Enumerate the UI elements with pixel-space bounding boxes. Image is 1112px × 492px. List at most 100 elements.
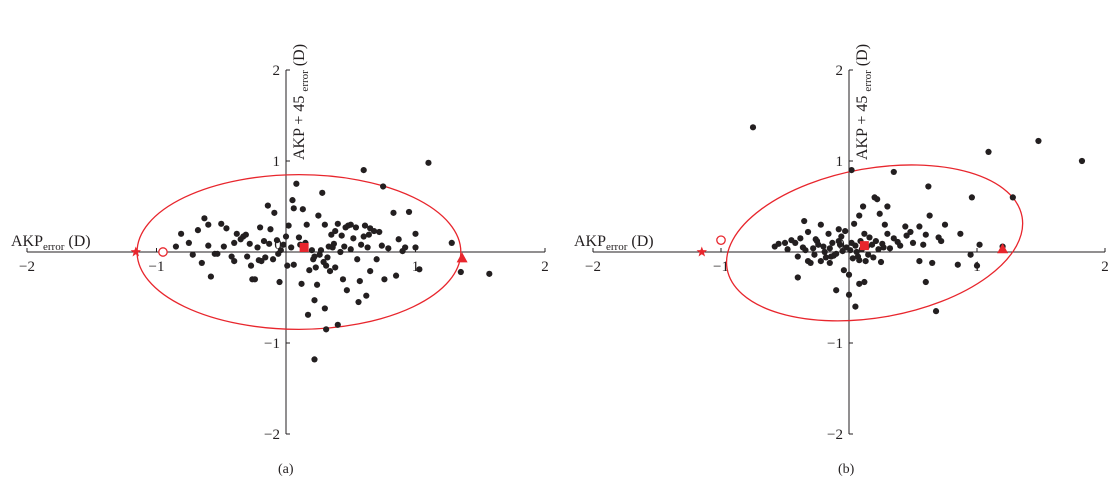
data-point	[909, 239, 917, 246]
data-point	[365, 231, 372, 238]
data-point	[817, 221, 824, 228]
data-point	[877, 258, 885, 266]
data-point	[345, 222, 352, 229]
data-point	[412, 244, 419, 251]
data-point	[332, 264, 339, 271]
square-marker	[299, 242, 309, 252]
data-point	[277, 247, 284, 254]
data-point	[916, 223, 923, 230]
data-point	[925, 183, 932, 190]
data-point	[198, 259, 205, 267]
data-point	[231, 258, 238, 265]
data-point	[267, 226, 274, 233]
data-point	[973, 262, 981, 269]
data-point	[861, 278, 868, 286]
data-point	[851, 220, 858, 227]
y-tick-label: −1	[827, 336, 843, 352]
data-point	[373, 256, 380, 263]
data-point	[311, 297, 318, 304]
star-marker	[130, 246, 142, 257]
x-tick-label: 2	[541, 259, 549, 275]
data-point	[897, 242, 904, 249]
data-point	[361, 222, 369, 229]
data-point	[214, 250, 221, 257]
data-point	[804, 258, 812, 265]
data-point	[326, 268, 334, 275]
data-point	[262, 254, 269, 261]
data-point	[231, 239, 238, 246]
data-point	[308, 247, 315, 254]
open-circle-marker	[716, 235, 726, 246]
panel-b-label: (b)	[838, 462, 855, 477]
data-point	[792, 239, 799, 246]
data-point	[876, 210, 883, 217]
data-point	[266, 240, 273, 247]
data-point	[311, 253, 318, 260]
data-point	[295, 234, 303, 241]
data-point	[290, 205, 297, 212]
y-tick-label: 1	[836, 154, 844, 170]
data-point	[381, 276, 388, 283]
data-point	[334, 321, 341, 328]
data-point	[298, 280, 305, 287]
data-point	[797, 235, 804, 242]
confidence-ellipse	[725, 164, 1024, 322]
data-point	[932, 308, 940, 315]
y-tick-label: −2	[264, 427, 280, 443]
data-point	[941, 221, 949, 228]
data-point	[412, 230, 419, 237]
data-point	[810, 245, 817, 252]
data-point	[337, 248, 344, 256]
data-point	[354, 256, 361, 263]
data-point	[303, 221, 310, 228]
data-point	[233, 230, 240, 237]
data-point	[794, 274, 801, 281]
data-point	[935, 234, 942, 241]
data-point	[845, 291, 853, 298]
data-point	[845, 271, 853, 278]
data-point	[817, 258, 824, 265]
data-point	[839, 247, 846, 255]
data-point	[852, 303, 859, 310]
data-point	[833, 287, 840, 294]
data-point	[840, 267, 847, 274]
data-point	[289, 197, 296, 204]
data-point	[319, 189, 326, 196]
data-point	[826, 259, 833, 267]
data-point	[363, 292, 370, 299]
y-tick-label: 1	[273, 154, 281, 170]
data-point	[317, 247, 325, 254]
data-point	[392, 272, 400, 279]
data-point	[874, 196, 881, 203]
y-tick-label: −1	[264, 336, 280, 352]
data-point	[820, 243, 827, 250]
data-point	[257, 224, 264, 231]
data-point	[358, 241, 365, 248]
data-point	[280, 241, 287, 248]
data-point	[486, 270, 493, 277]
data-point	[802, 247, 809, 254]
data-point	[223, 225, 230, 232]
data-point	[315, 212, 322, 219]
data-point	[1009, 194, 1016, 201]
panel-a-label: (a)	[278, 462, 294, 477]
data-point	[350, 235, 357, 242]
data-point	[321, 221, 328, 228]
data-point	[367, 268, 374, 275]
data-point	[976, 241, 983, 248]
data-point	[356, 278, 363, 285]
data-point	[352, 224, 360, 231]
data-point	[833, 250, 840, 257]
data-point	[822, 254, 830, 261]
x-tick-label: −2	[585, 259, 601, 275]
data-point	[865, 251, 872, 258]
data-point	[338, 232, 345, 239]
data-point	[835, 226, 842, 233]
data-point	[886, 245, 894, 252]
data-point	[288, 244, 295, 251]
data-point	[395, 236, 402, 243]
data-point	[355, 298, 362, 306]
data-point	[251, 276, 259, 283]
data-point	[312, 264, 319, 271]
data-point	[244, 253, 251, 260]
